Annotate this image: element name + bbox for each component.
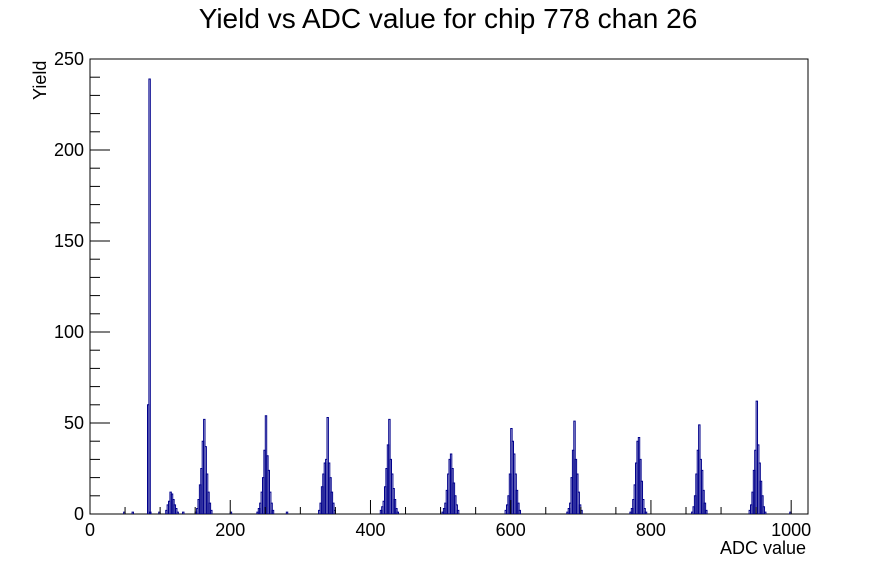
x-axis-label: ADC value — [720, 538, 806, 558]
y-tick-label: 100 — [54, 322, 84, 342]
y-tick-label: 50 — [64, 413, 84, 433]
y-tick-label: 150 — [54, 231, 84, 251]
x-tick-label: 200 — [215, 520, 245, 540]
histogram-bin — [393, 498, 397, 514]
histogram-bin — [395, 508, 398, 514]
histogram-bin — [456, 509, 460, 514]
histogram-bin — [762, 506, 766, 514]
histogram-bin — [210, 509, 213, 514]
y-axis-label: Yield — [30, 61, 50, 100]
histogram-bin — [703, 502, 707, 514]
histogram-bin — [515, 489, 519, 514]
histogram-bin — [176, 511, 179, 514]
y-tick-label: 200 — [54, 140, 84, 160]
histogram-bin — [705, 509, 708, 514]
x-tick-label: 400 — [355, 520, 385, 540]
histogram-bin — [285, 511, 289, 514]
histogram-bin — [208, 502, 212, 514]
y-axis: 0 50 100 150 200 250 — [54, 49, 110, 524]
histogram-bin — [518, 509, 522, 514]
histogram-bin — [640, 480, 644, 514]
histogram-bin — [271, 509, 275, 514]
histogram-bin — [332, 502, 335, 514]
histogram-bin — [644, 511, 648, 514]
x-tick-label: 600 — [496, 520, 526, 540]
histogram-bin — [761, 495, 764, 514]
histogram-bin — [149, 511, 152, 514]
histogram-bin — [642, 498, 645, 514]
histogram-bin — [175, 508, 178, 514]
histogram-bin — [182, 511, 185, 514]
histogram-bin — [396, 511, 400, 514]
y-tick-label: 250 — [54, 49, 84, 69]
histogram-bin — [702, 489, 705, 514]
histogram-bin — [764, 511, 767, 514]
histogram-bin — [270, 502, 273, 514]
histogram-bin — [148, 78, 151, 514]
histogram-bin — [643, 508, 646, 514]
histogram-bars — [123, 78, 792, 514]
histogram-bin — [455, 504, 458, 514]
x-tick-label: 0 — [85, 520, 95, 540]
chart-title: Yield vs ADC value for chip 778 chan 26 — [199, 3, 698, 34]
x-tick-label: 1000 — [771, 520, 811, 540]
histogram-bin — [577, 491, 580, 514]
histogram-bin — [517, 502, 520, 514]
y-tick-label: 0 — [74, 504, 84, 524]
x-tick-label: 800 — [636, 520, 666, 540]
histogram-bin — [131, 511, 134, 514]
x-axis: 0 200 400 600 800 1000 — [85, 500, 811, 540]
